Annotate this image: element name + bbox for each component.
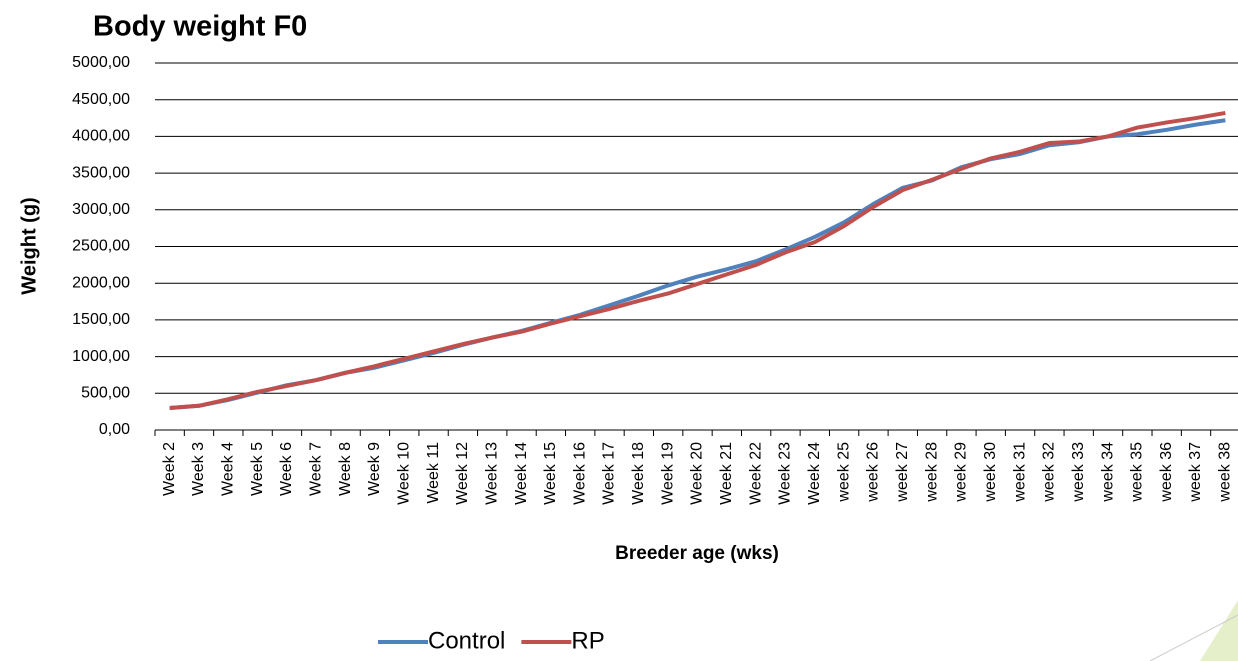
y-axis-title: Weight (g) (18, 197, 40, 294)
x-tick-label: week 37 (1187, 442, 1204, 503)
x-tick-label: Week 2 (161, 442, 178, 496)
x-tick-label: Week 21 (718, 442, 735, 505)
x-tick-label: Week 18 (630, 442, 647, 505)
y-tick-label: 4500,00 (72, 91, 130, 108)
x-tick-label: week 28 (923, 442, 940, 503)
x-tick-label: week 30 (982, 442, 999, 503)
y-tick-label: 500,00 (81, 385, 130, 402)
x-tick-label: Week 24 (806, 442, 823, 505)
x-tick-label: Week 3 (190, 442, 207, 496)
x-tick-label: Week 10 (395, 442, 412, 505)
x-tick-label: Week 4 (220, 442, 237, 496)
y-tick-label: 1500,00 (72, 311, 130, 328)
x-tick-label: Week 8 (337, 442, 354, 496)
x-tick-label: week 27 (894, 442, 911, 503)
x-tick-label: Week 22 (747, 442, 764, 505)
x-tick-label: week 26 (865, 442, 882, 503)
x-tick-label: week 38 (1217, 442, 1234, 503)
x-tick-label: Week 9 (366, 442, 383, 496)
y-tick-label: 2500,00 (72, 238, 130, 255)
decoration (1200, 600, 1238, 661)
x-tick-label: week 33 (1070, 442, 1087, 503)
y-tick-label: 1000,00 (72, 348, 130, 365)
series-line (169, 118, 1226, 410)
legend-label: RP (571, 627, 604, 654)
x-tick-label: Week 5 (249, 442, 266, 496)
y-tick-label: 3000,00 (72, 201, 130, 218)
x-tick-label: Week 7 (308, 442, 325, 496)
chart-title: Body weight F0 (93, 11, 307, 43)
legend-label: Control (428, 627, 505, 654)
x-tick-label: week 31 (1011, 442, 1028, 503)
x-tick-label: Week 14 (513, 442, 530, 505)
y-tick-label: 2000,00 (72, 274, 130, 291)
series-line (169, 110, 1226, 410)
y-tick-label: 0,00 (99, 421, 130, 438)
x-tick-label: week 25 (835, 442, 852, 503)
x-tick-label: week 34 (1099, 442, 1116, 503)
x-tick-label: Week 17 (601, 442, 618, 505)
x-tick-label: Week 6 (278, 442, 295, 496)
x-tick-label: week 29 (953, 442, 970, 503)
x-tick-label: week 32 (1041, 442, 1058, 503)
x-axis-title: Breeder age (wks) (615, 543, 779, 564)
x-tick-label: Week 11 (425, 442, 442, 504)
decoration-line (1149, 614, 1238, 661)
x-tick-label: Week 16 (571, 442, 588, 505)
x-tick-label: Week 20 (689, 442, 706, 505)
y-tick-label: 5000,00 (72, 54, 130, 71)
x-tick-label: Week 23 (777, 442, 794, 505)
y-tick-label: 3500,00 (72, 164, 130, 181)
x-tick-label: Week 13 (483, 442, 500, 505)
x-tick-label: week 35 (1129, 442, 1146, 503)
x-tick-label: Week 15 (542, 442, 559, 505)
x-tick-label: week 36 (1158, 442, 1175, 503)
y-tick-label: 4000,00 (72, 128, 130, 145)
x-tick-label: Week 19 (659, 442, 676, 505)
x-tick-label: Week 12 (454, 442, 471, 505)
